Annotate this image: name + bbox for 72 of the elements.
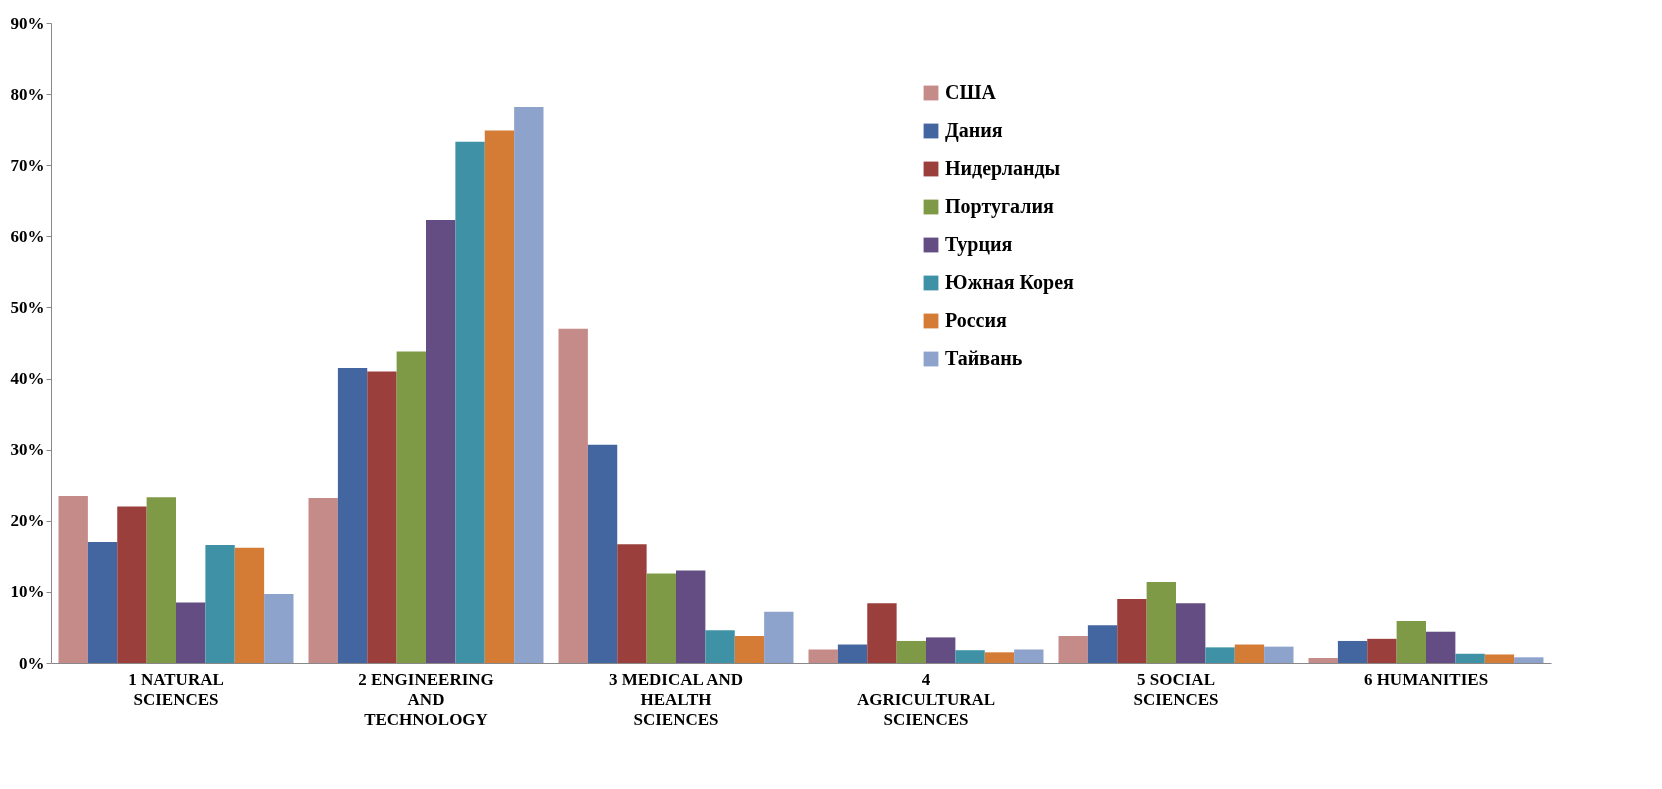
legend-label: Россия	[945, 309, 1007, 331]
bar	[514, 106, 544, 663]
bar	[367, 371, 397, 663]
bar	[1396, 621, 1426, 663]
bar	[426, 219, 456, 663]
y-tick-label: 10%	[10, 582, 45, 602]
bar	[955, 650, 985, 663]
bar	[205, 544, 235, 663]
bar	[646, 573, 676, 663]
legend-label: Португалия	[945, 195, 1054, 218]
y-tick-label: 30%	[10, 440, 45, 460]
x-tick-label: 1 NATURAL SCIENCES	[128, 669, 224, 709]
bar	[764, 611, 794, 663]
bar	[734, 635, 765, 663]
bar	[926, 637, 956, 663]
bar	[234, 547, 265, 663]
bar	[176, 602, 206, 663]
y-tick-label: 0%	[19, 653, 45, 673]
bar	[1308, 658, 1338, 663]
bar	[1337, 640, 1368, 663]
bar	[1484, 654, 1515, 663]
bar	[1087, 625, 1118, 663]
y-tick-label: 20%	[10, 511, 45, 531]
x-tick-label: 4 AGRICULTURAL SCIENCES	[856, 669, 996, 729]
bar	[1426, 631, 1456, 663]
x-tick-label: 3 MEDICAL AND HEALTH SCIENCES	[608, 669, 744, 729]
bar	[837, 644, 868, 663]
legend-label: Турция	[945, 233, 1013, 256]
bar	[146, 497, 176, 663]
y-tick-label: 80%	[10, 84, 45, 104]
bar	[58, 495, 88, 663]
bar	[1455, 653, 1485, 663]
x-tick-label: 5 SOCIAL SCIENCES	[1133, 669, 1219, 709]
y-tick-label: 40%	[10, 369, 45, 389]
x-tick-label: 2 ENGINEERING AND TECHNOLOGY	[358, 669, 494, 729]
bar	[1014, 649, 1044, 663]
bar	[308, 498, 338, 663]
y-tick-label: 90%	[10, 13, 45, 33]
y-tick-label: 70%	[10, 155, 45, 175]
bar	[676, 570, 706, 663]
bar	[1205, 647, 1235, 663]
bar	[867, 603, 897, 663]
bar	[705, 630, 735, 663]
bar	[117, 506, 147, 663]
bar	[484, 130, 515, 663]
y-tick-label: 60%	[10, 226, 45, 246]
bar	[87, 542, 118, 663]
legend-label: Южная Корея	[945, 271, 1075, 294]
bar	[1058, 635, 1088, 663]
bar	[1264, 646, 1294, 663]
bar	[984, 652, 1015, 663]
bar	[1117, 599, 1147, 663]
bar	[1234, 644, 1265, 663]
bar	[337, 367, 368, 663]
bar	[617, 544, 647, 663]
x-tick-label: 6 HUMANITIES	[1363, 669, 1489, 689]
legend-label: США	[945, 81, 997, 103]
legend-label: Дания	[945, 119, 1003, 142]
bar	[558, 328, 588, 663]
bar	[1176, 603, 1206, 663]
bar	[455, 141, 485, 663]
bar	[808, 649, 838, 663]
legend-label: Нидерланды	[945, 157, 1061, 180]
bar	[587, 444, 618, 663]
bar	[264, 594, 294, 663]
legend-label: Тайвань	[945, 347, 1023, 369]
bar	[396, 351, 426, 663]
bar	[1146, 581, 1176, 663]
bar	[896, 640, 926, 663]
bar	[1514, 657, 1544, 663]
bar	[1367, 638, 1397, 663]
y-tick-label: 50%	[10, 297, 45, 317]
